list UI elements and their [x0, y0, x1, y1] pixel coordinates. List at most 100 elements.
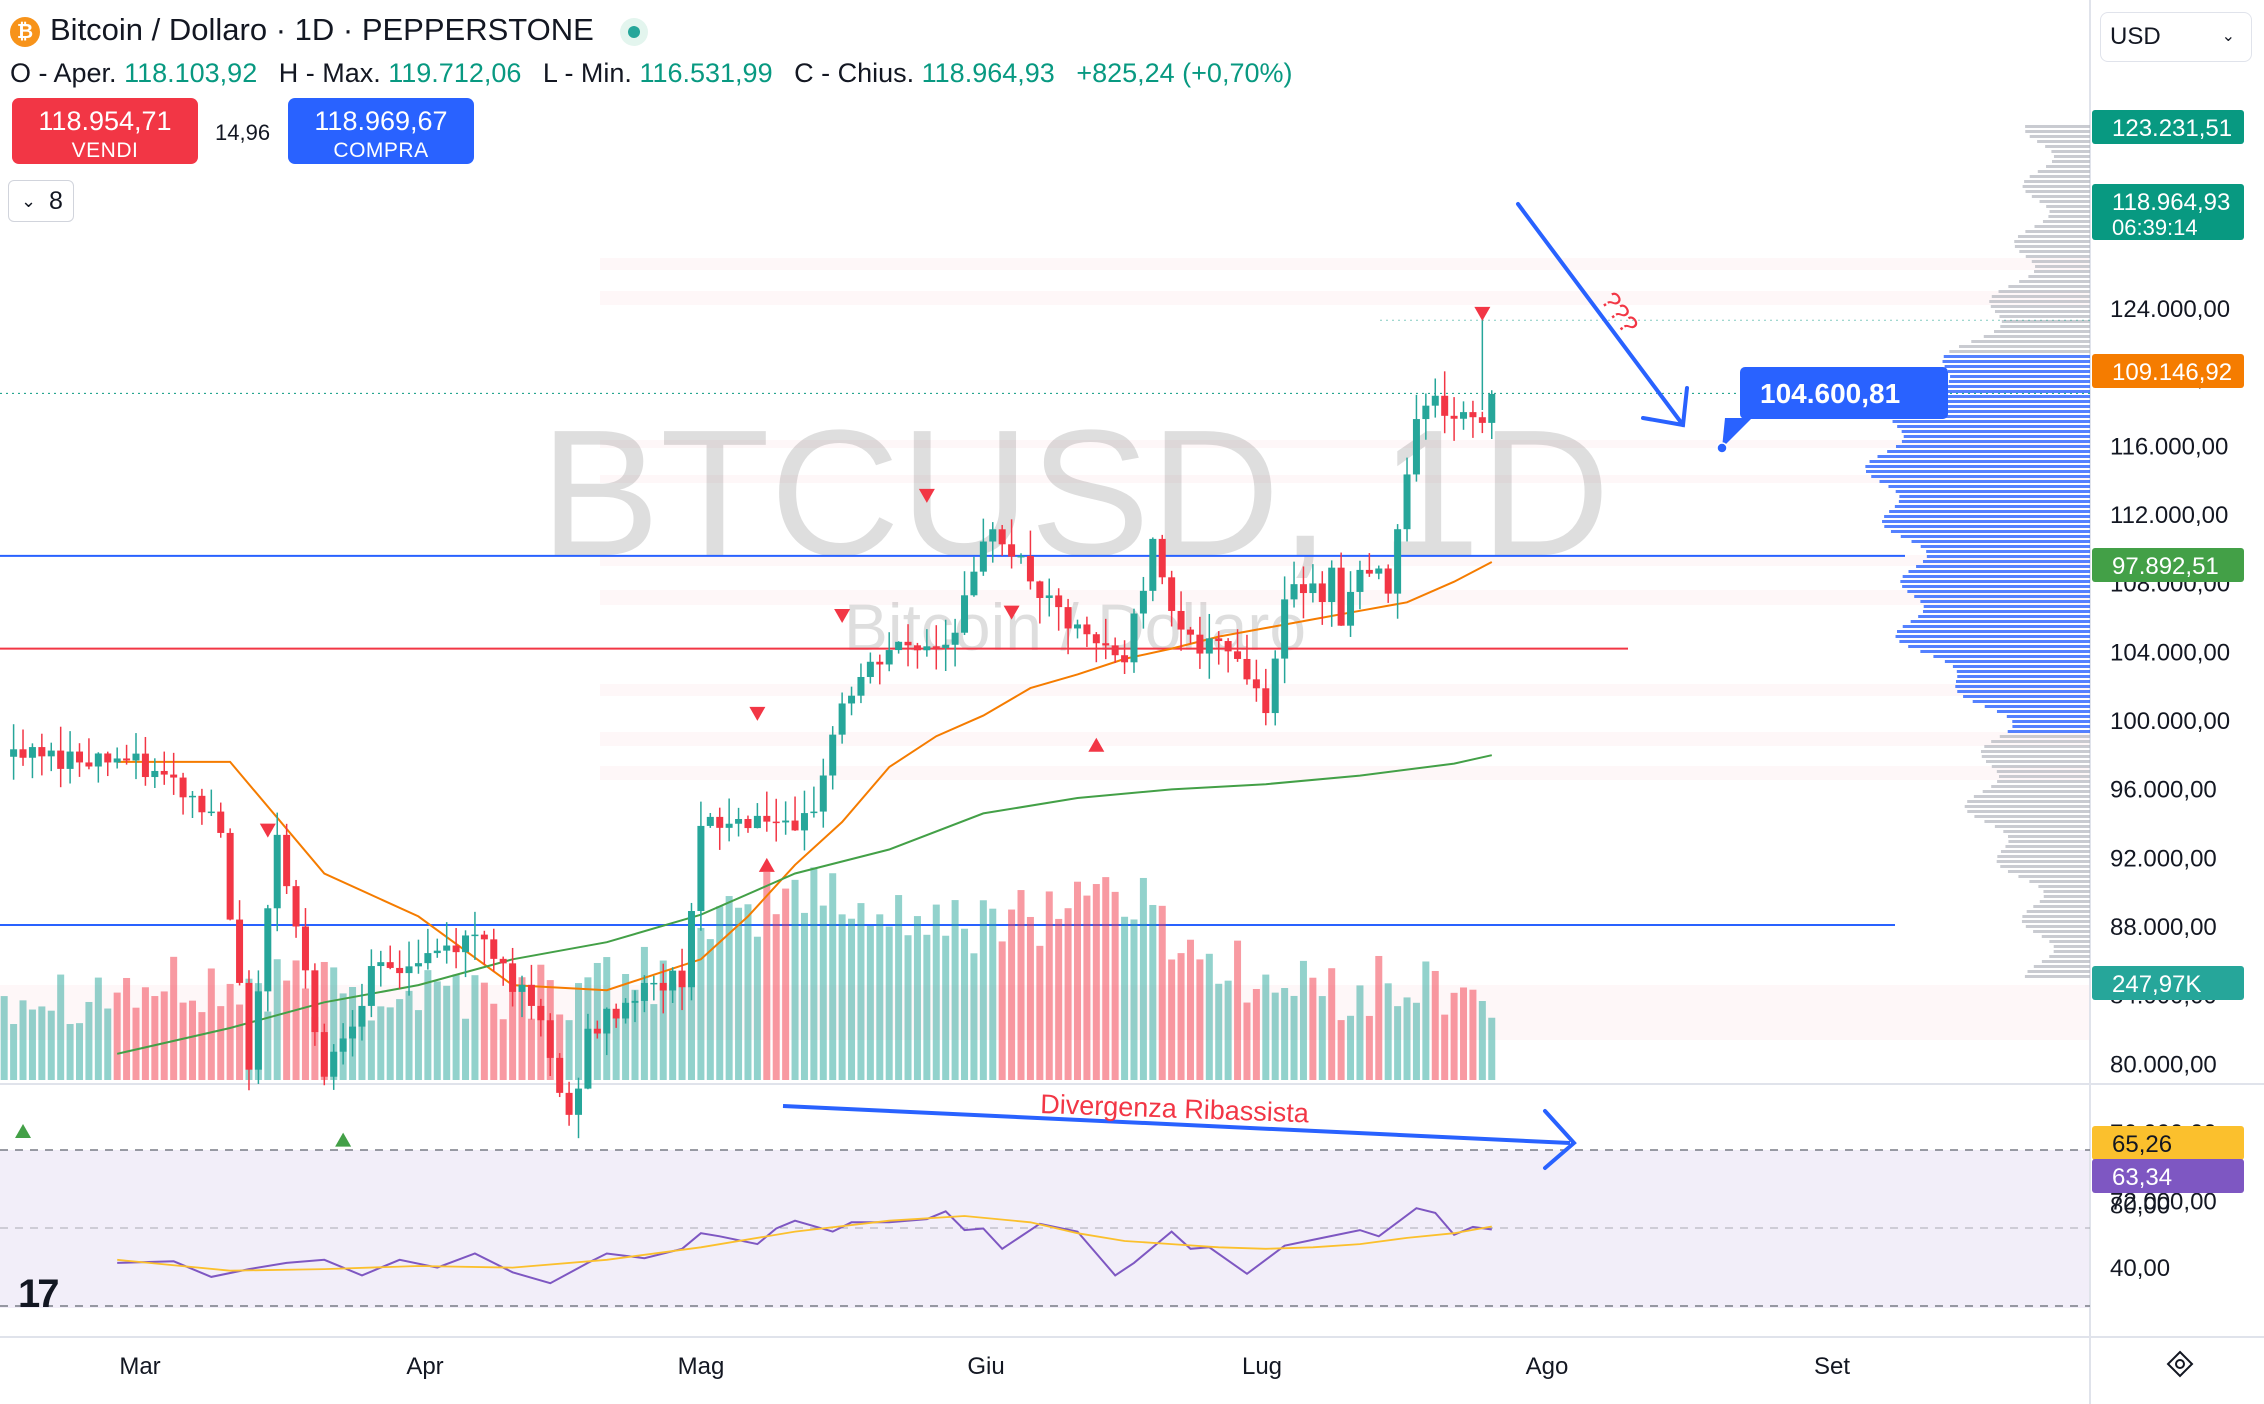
volume-profile-bar	[1972, 700, 2090, 703]
candle-body	[725, 823, 733, 828]
volume-profile-bar	[2053, 950, 2090, 953]
candle-body	[509, 963, 517, 992]
volume-bar	[47, 1010, 55, 1080]
market-status-icon[interactable]	[619, 17, 648, 46]
price-tick-label: 92.000,00	[2110, 845, 2217, 872]
volume-profile-bar	[1996, 860, 2090, 863]
candle-body	[499, 958, 507, 964]
volume-profile-bar	[1899, 495, 2090, 498]
candle-body	[1158, 538, 1166, 578]
volume-profile-bar	[2001, 320, 2090, 323]
volume-bar	[226, 983, 234, 1080]
volume-bar	[414, 1010, 422, 1080]
change-value: +825,24 (+0,70%)	[1076, 58, 1293, 88]
volume-profile-bar	[2037, 140, 2090, 143]
volume-bar	[527, 1018, 535, 1080]
volume-profile-bar	[1911, 540, 2090, 543]
volume-profile-bar	[2029, 135, 2090, 138]
candle-body	[1375, 568, 1383, 574]
candle-body	[433, 950, 441, 954]
time-tick-label: Ago	[1526, 1353, 1569, 1380]
volume-profile-bar	[1882, 520, 2090, 523]
price-axis-label-text: 118.964,93	[2112, 189, 2230, 216]
candle-body	[311, 970, 319, 1033]
candle-body	[1309, 583, 1317, 594]
candle-body	[998, 529, 1006, 545]
candle-body	[480, 934, 488, 940]
target-label: 104.600,81	[1760, 378, 1900, 409]
symbol-header[interactable]: ₿ Bitcoin / Dollaro · 1D · PEPPERSTONE	[10, 12, 648, 48]
volume-profile-bar	[1989, 300, 2090, 303]
candle-body	[961, 595, 969, 633]
candle-body	[396, 967, 404, 974]
volume-bar	[857, 903, 865, 1080]
volume-profile-bar	[2031, 260, 2090, 263]
pivot-high-marker	[918, 488, 935, 503]
volume-bar	[377, 1006, 385, 1080]
volume-profile-bar	[2025, 230, 2090, 233]
target-label-pointer	[1722, 418, 1752, 448]
candle-body	[443, 945, 451, 951]
background-zone	[600, 766, 2090, 780]
volume-bar	[772, 914, 780, 1080]
volume-profile-bar	[2053, 155, 2090, 158]
candle-body	[1008, 544, 1016, 557]
candle-body	[132, 753, 140, 761]
candle-body	[1337, 567, 1345, 626]
volume-bar	[1328, 968, 1336, 1080]
candle-body	[330, 1051, 338, 1077]
volume-profile-bar	[1984, 705, 2090, 708]
volume-profile-bar	[1922, 560, 2090, 563]
volume-bar	[1064, 908, 1072, 1080]
price-tick-label: 104.000,00	[2110, 639, 2230, 666]
close-value: 118.964,93	[921, 58, 1055, 88]
volume-profile-bar	[1884, 515, 2090, 518]
volume-profile-bar	[1996, 710, 2090, 713]
ohlc-legend: O - Aper. 118.103,92 H - Max. 119.712,06…	[10, 58, 1306, 89]
candle-body	[810, 811, 818, 814]
volume-profile-bar	[2051, 150, 2090, 153]
candle-body	[283, 834, 291, 887]
volume-profile-bar	[2037, 170, 2090, 173]
volume-bar	[885, 926, 893, 1080]
projection-arrow-head	[1641, 386, 1689, 428]
volume-bar	[160, 991, 168, 1080]
volume-bar	[838, 914, 846, 1080]
sell-button[interactable]: 118.954,71 VENDI	[12, 98, 198, 164]
candle-body	[612, 1008, 620, 1019]
volume-bar	[1196, 959, 1204, 1080]
candle-body	[1234, 651, 1242, 659]
candle-body	[1290, 584, 1298, 600]
pivot-high-marker	[259, 823, 276, 838]
volume-profile-bar	[2006, 715, 2090, 718]
moving-average-line	[117, 561, 1493, 992]
volume-bar	[1309, 977, 1317, 1080]
volume-bar	[433, 981, 441, 1080]
candle-body	[1318, 583, 1326, 603]
volume-bar	[405, 990, 413, 1080]
volume-profile-bar	[2028, 275, 2090, 278]
volume-bar	[622, 974, 630, 1080]
volume-bar	[1224, 980, 1232, 1080]
volume-bar	[386, 1007, 394, 1080]
volume-profile-bar	[1964, 805, 2090, 808]
volume-bar	[499, 1019, 507, 1080]
volume-profile-bar	[2034, 225, 2090, 228]
volume-bar	[1488, 1017, 1496, 1080]
chevron-down-icon: ⌄	[2221, 28, 2235, 45]
volume-profile-bar	[2007, 870, 2090, 873]
candle-body	[1252, 679, 1260, 689]
currency-select[interactable]: USD ⌄	[2100, 12, 2252, 62]
volume-profile-bar	[2012, 720, 2090, 723]
volume-bar	[113, 992, 121, 1080]
volume-profile-bar	[1974, 815, 2090, 818]
volume-bar	[273, 959, 281, 1080]
volume-bar	[1394, 1006, 1402, 1080]
candle-body	[603, 1008, 611, 1034]
indicators-toggle[interactable]: ⌄ 8	[8, 180, 74, 222]
price-tick-label: 96.000,00	[2110, 777, 2217, 804]
volume-profile-bar	[2025, 130, 2090, 133]
buy-button[interactable]: 118.969,67 COMPRA	[288, 98, 474, 164]
volume-profile-bar	[2045, 145, 2090, 148]
